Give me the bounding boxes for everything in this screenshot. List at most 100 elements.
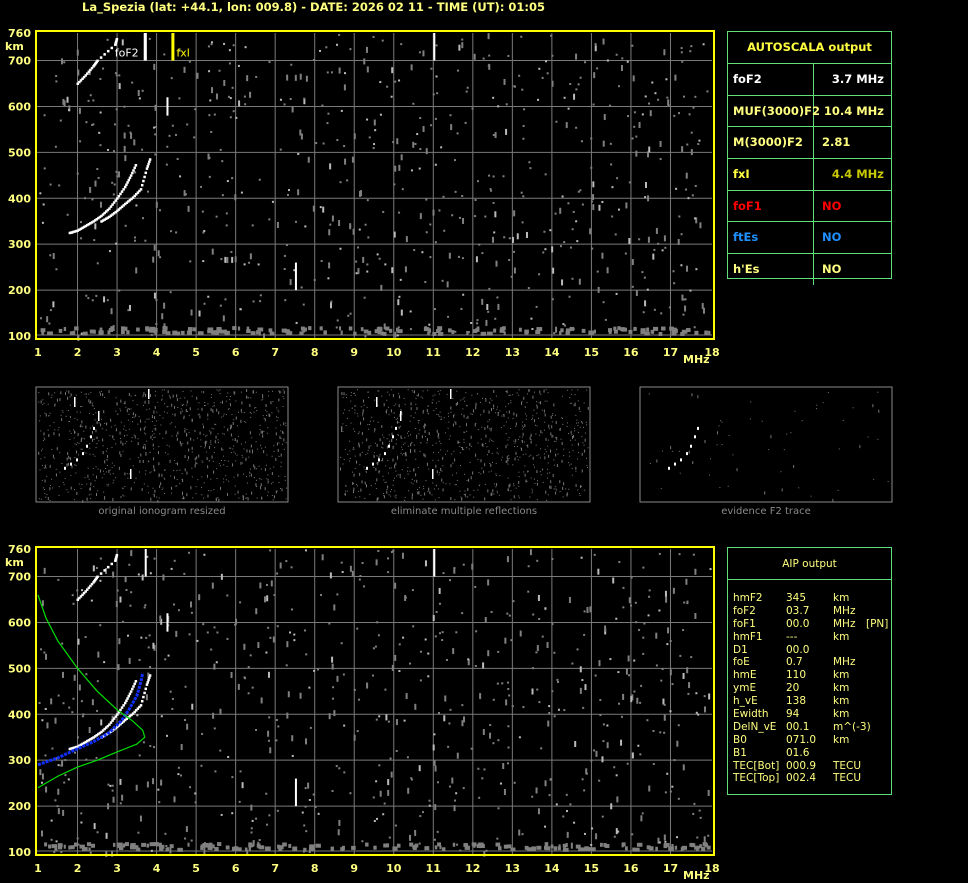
thumbnail-noise: [246, 389, 248, 393]
multiple-reflection-point: [106, 49, 110, 53]
thumbnail-noise: [390, 409, 392, 413]
noise-point: [636, 697, 639, 704]
thumbnail-noise: [80, 487, 82, 489]
thumbnail-noise: [70, 457, 72, 461]
thumbnail-noise: [370, 485, 372, 487]
thumbnail-noise: [359, 464, 361, 466]
noise-point: [85, 294, 88, 297]
noise-point: [141, 217, 144, 220]
noise-point: [244, 103, 247, 106]
thumbnail-noise: [368, 397, 370, 399]
noise-point: [677, 112, 680, 115]
f2-trace-point: [100, 730, 103, 734]
thumbnail-noise: [556, 463, 558, 467]
thumbnail-noise: [568, 488, 570, 490]
noise-point: [608, 329, 612, 334]
noise-point: [105, 567, 108, 574]
x-trace-point: [108, 215, 111, 219]
thumbnail-noise: [197, 408, 199, 410]
thumbnail-noise: [181, 405, 183, 407]
thumbnail-noise: [852, 407, 854, 409]
thumbnail-noise: [536, 455, 538, 457]
noise-point: [208, 842, 213, 847]
thumbnail-noise: [387, 391, 389, 393]
thumbnail-noise: [353, 447, 355, 449]
noise-point: [658, 609, 661, 612]
thumbnail-noise: [149, 451, 151, 453]
thumbnail-noise: [464, 400, 466, 402]
noise-point: [451, 214, 454, 217]
thumbnail-noise: [463, 431, 465, 433]
thumbnail-noise: [230, 447, 232, 449]
noise-point: [153, 644, 156, 651]
thumbnail-noise: [153, 448, 155, 450]
noise-point: [409, 662, 412, 665]
f2-trace-point: [112, 717, 116, 720]
noise-point: [372, 35, 375, 38]
noise-point: [694, 612, 697, 619]
thumbnail-noise: [159, 485, 161, 489]
noise-point: [492, 134, 495, 137]
noise-point: [397, 326, 400, 329]
thumbnail-trace: [395, 426, 397, 430]
thumbnail-noise: [179, 440, 181, 444]
noise-point: [203, 847, 206, 854]
f2-trace-point: [79, 227, 83, 231]
thumbnail-noise: [489, 463, 491, 465]
thumbnail-noise: [153, 428, 155, 430]
thumbnail-noise: [374, 442, 376, 444]
thumbnail-noise: [528, 389, 530, 393]
x-trace-point: [119, 206, 122, 210]
thumbnail-noise: [571, 444, 573, 446]
thumbnail-noise: [201, 476, 203, 478]
thumbnail-noise: [539, 434, 541, 436]
noise-point: [90, 599, 93, 602]
thumbnail-noise: [95, 437, 97, 439]
noise-point: [414, 843, 419, 848]
thumbnail-noise: [74, 489, 76, 491]
thumbnail-noise: [56, 447, 58, 451]
thumbnail-noise: [842, 419, 844, 421]
thumbnail-noise: [395, 462, 397, 466]
thumbnail-noise: [532, 490, 534, 492]
thumbnail-noise: [146, 409, 148, 411]
thumbnail-noise: [398, 404, 400, 408]
thumbnail-noise: [137, 438, 139, 440]
thumbnail-noise: [533, 478, 535, 480]
x-trace-point: [122, 720, 125, 723]
noise-point: [628, 237, 631, 244]
thumbnail-noise: [377, 421, 379, 423]
thumbnail-noise: [276, 407, 278, 409]
thumbnail-noise: [272, 499, 274, 501]
thumbnail-noise: [101, 477, 103, 479]
thumbnail-noise: [231, 414, 233, 416]
thumbnail-noise: [547, 494, 549, 496]
thumbnail-noise: [444, 432, 446, 434]
noise-point: [553, 651, 556, 654]
noise-point: [598, 779, 601, 782]
thumbnail-noise: [697, 395, 699, 399]
thumbnail-noise: [122, 450, 124, 452]
noise-point: [243, 95, 246, 98]
thumbnail-noise: [58, 427, 60, 429]
thumbnail-noise: [359, 496, 361, 498]
thumbnail-noise: [168, 395, 170, 397]
noise-point: [592, 181, 595, 188]
noise-point: [421, 251, 424, 254]
thumbnail-noise: [415, 427, 417, 429]
thumbnail-noise: [195, 461, 197, 465]
thumbnail-noise: [103, 473, 105, 475]
thumbnail-noise: [521, 440, 523, 444]
thumbnail-noise: [245, 441, 247, 443]
noise-point: [259, 845, 265, 850]
noise-point: [386, 85, 389, 88]
noise-point: [524, 845, 529, 850]
thumbnail-noise: [225, 475, 227, 477]
thumbnail-noise: [167, 390, 169, 394]
noise-point: [685, 188, 688, 191]
thumbnail-noise: [530, 440, 532, 444]
noise-point: [555, 803, 558, 806]
thumbnail-noise: [576, 422, 578, 424]
thumbnail-noise: [550, 432, 552, 436]
noise-point: [234, 256, 237, 263]
